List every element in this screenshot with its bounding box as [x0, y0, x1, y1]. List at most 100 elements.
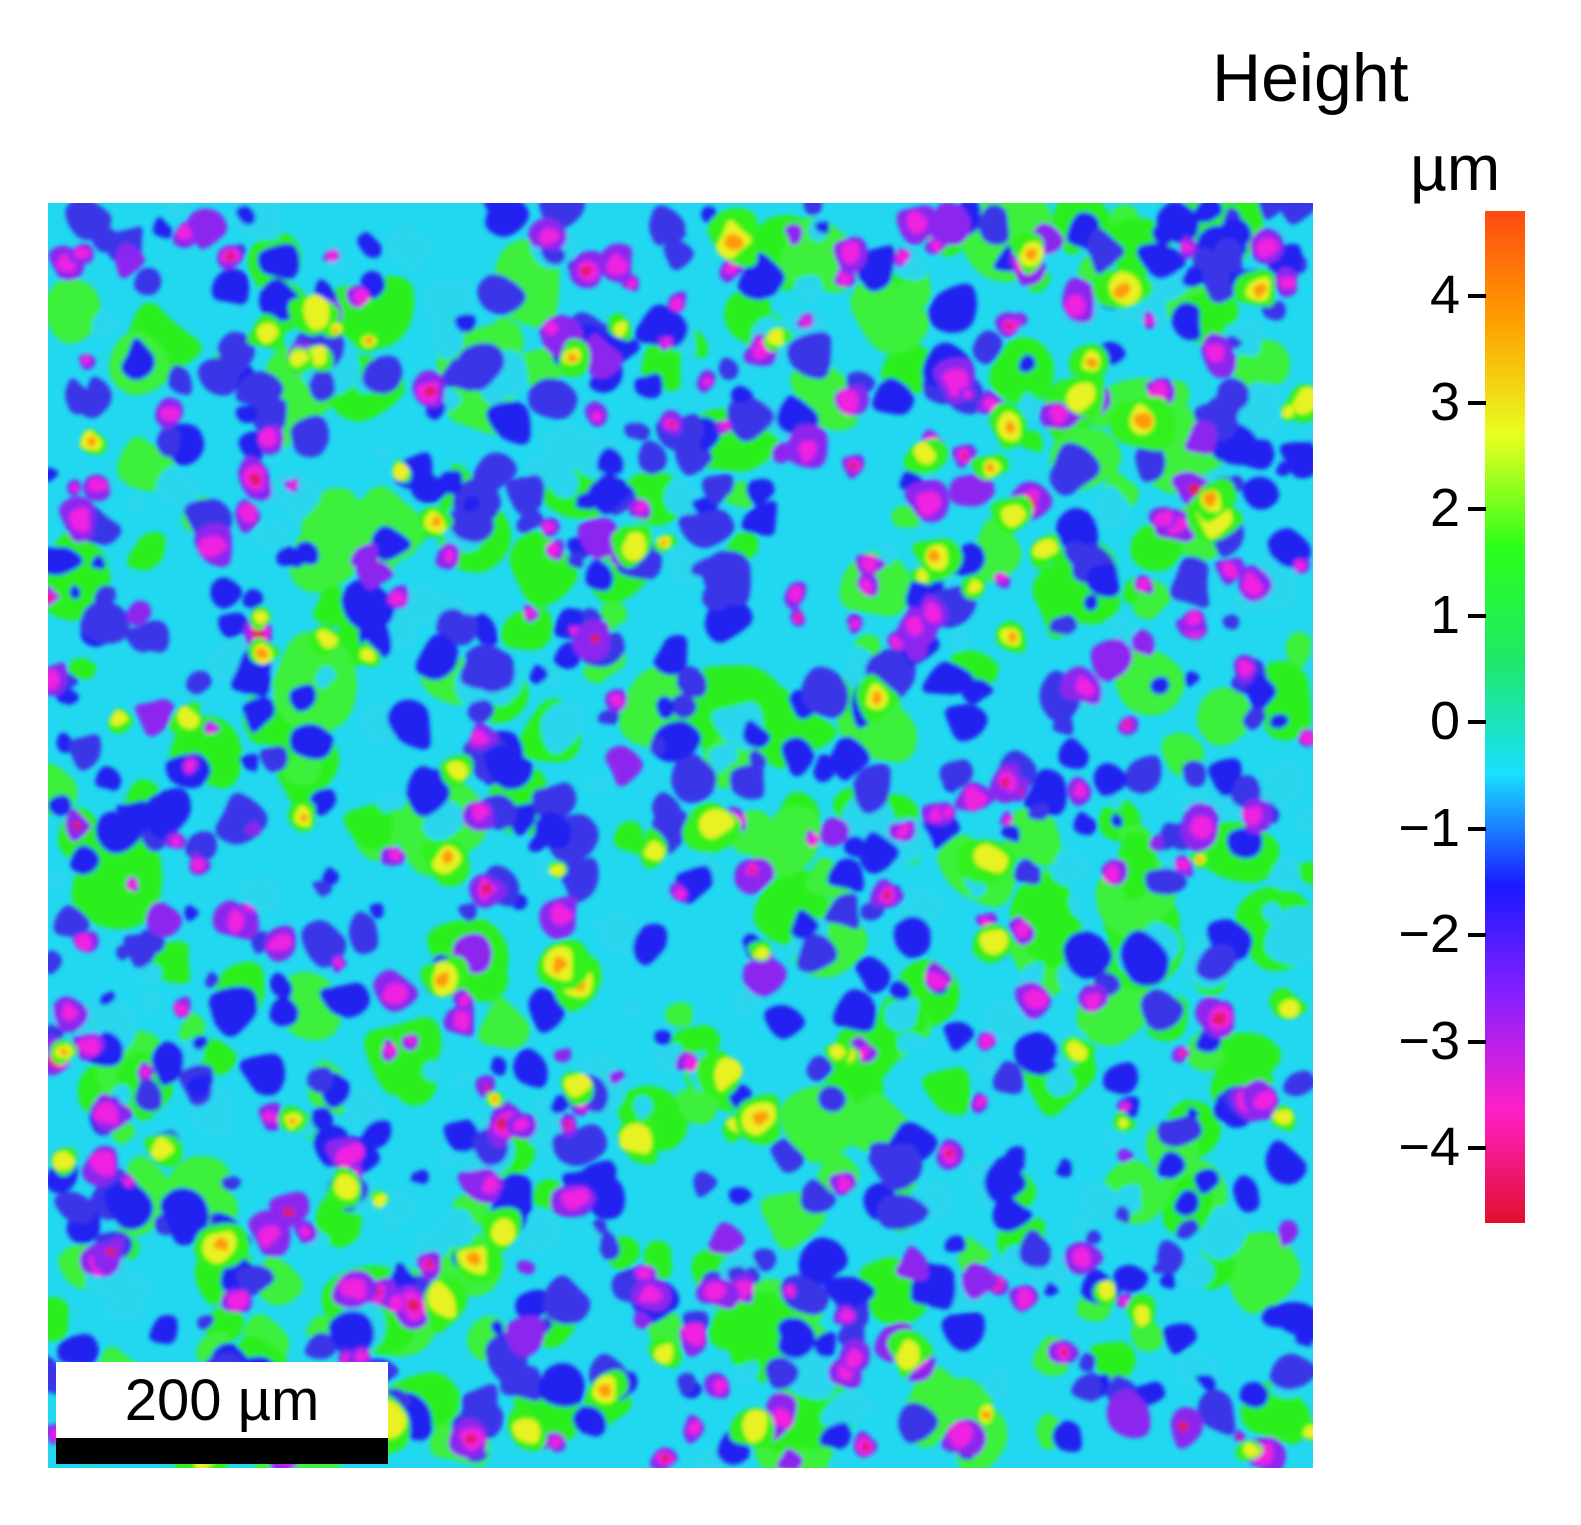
height-map-blob [48, 794, 72, 816]
height-map-blob [289, 684, 317, 712]
height-map-blob [1018, 354, 1036, 373]
height-map-blob [1118, 1118, 1128, 1128]
height-map-blob [590, 633, 600, 645]
height-map-blob [790, 909, 820, 940]
height-map-blob [140, 1066, 150, 1078]
height-map-blob [406, 1035, 415, 1046]
height-map-blob [238, 431, 264, 461]
height-map-blob [929, 203, 971, 246]
height-map-blob [684, 1054, 698, 1072]
height-map-blob [334, 1174, 359, 1200]
height-map-blob [597, 709, 620, 725]
height-map-blob [56, 732, 71, 753]
height-map-blob [1106, 1389, 1151, 1439]
colorbar-tick-mark [1468, 507, 1486, 512]
height-map-blob [849, 462, 857, 470]
height-map-blob [1292, 387, 1313, 415]
height-map-blob [840, 241, 860, 265]
height-map-blob [307, 1066, 334, 1094]
height-map-blob [853, 763, 891, 815]
height-map-blob [1267, 532, 1303, 563]
height-map-blob [309, 345, 327, 366]
height-map-blob [373, 1193, 387, 1207]
height-map-blob [72, 821, 82, 831]
height-map-blob [353, 288, 370, 307]
height-map-blob [702, 473, 735, 505]
height-map-blob [713, 1378, 728, 1396]
height-map-blob [191, 858, 206, 873]
height-map-blob [407, 1299, 420, 1312]
height-map-blob [776, 1448, 804, 1468]
height-map-blob [382, 982, 408, 1004]
height-map-blob [127, 532, 166, 571]
height-map-blob [1175, 858, 1190, 871]
height-map-blob [1180, 242, 1194, 253]
height-map-blob [1140, 989, 1185, 1032]
height-map-blob [159, 406, 181, 422]
height-map-blob [444, 548, 455, 564]
height-map-blob [605, 745, 643, 787]
height-map-blob [539, 227, 561, 245]
height-map-blob [1148, 381, 1168, 402]
height-map-blob [638, 440, 667, 475]
height-map-blob [1120, 1102, 1130, 1112]
height-map-blob [1027, 802, 1050, 821]
height-map-blob [972, 330, 1003, 365]
height-map-blob [753, 693, 837, 769]
height-map-blob [360, 648, 375, 662]
height-map-blob [655, 696, 674, 720]
height-map-blob [187, 1074, 211, 1099]
height-map-blob [868, 1141, 895, 1165]
height-map-blob [1175, 1219, 1199, 1239]
height-map-blob [443, 1119, 479, 1153]
height-map-blob [267, 933, 293, 951]
height-map-blob [1016, 1287, 1035, 1310]
height-map-blob [633, 1095, 653, 1120]
height-map-texture [48, 203, 1313, 1468]
height-map-blob [145, 901, 183, 937]
height-map-blob [184, 759, 196, 774]
height-map-blob [1278, 1220, 1299, 1248]
height-map-blob [985, 462, 995, 473]
height-map-blob [1136, 243, 1186, 280]
height-map-blob [1083, 993, 1102, 1013]
height-map-blob [74, 246, 91, 259]
height-map-blob [1132, 579, 1171, 620]
height-map-blob [454, 313, 476, 333]
height-map-blob [422, 1060, 444, 1082]
height-map-blob [478, 997, 530, 1049]
height-map-blob [723, 261, 738, 274]
height-map-blob [833, 989, 877, 1032]
height-map-blob [255, 647, 269, 660]
height-map-blob [742, 1409, 768, 1443]
height-map-blob [597, 1384, 611, 1398]
height-map-blob [48, 669, 60, 690]
height-map-blob [1144, 868, 1188, 895]
height-map-blob [663, 478, 699, 521]
height-map-blob [529, 854, 553, 880]
height-map-blob [289, 723, 334, 760]
height-map-blob [752, 1248, 777, 1272]
height-map-blob [69, 585, 81, 600]
height-map-blob [676, 666, 707, 698]
height-map-blob [472, 1405, 491, 1425]
height-map-blob [827, 858, 865, 892]
height-map-blob [1019, 1229, 1052, 1268]
height-map-blob [983, 1367, 1011, 1399]
height-map-blob [1221, 560, 1238, 579]
height-map-blob [1102, 1062, 1139, 1095]
height-map-blob [608, 693, 624, 708]
height-map-blob [1123, 755, 1162, 794]
height-map-blob [1285, 631, 1312, 671]
height-map-blob [686, 1419, 701, 1436]
height-map-blob [1150, 676, 1170, 695]
height-map-blob [746, 478, 775, 507]
height-map-blob [251, 627, 265, 638]
height-map-blob [1002, 807, 1062, 866]
height-map-blob [1279, 440, 1313, 479]
height-map-blob [599, 1229, 620, 1261]
height-map-blob [964, 785, 988, 812]
colorbar-ticks: 4 3 2 1 0 −1 −2 −3 −4 [1360, 211, 1486, 1223]
height-map-blob [614, 321, 627, 338]
height-map-blob [186, 670, 212, 695]
